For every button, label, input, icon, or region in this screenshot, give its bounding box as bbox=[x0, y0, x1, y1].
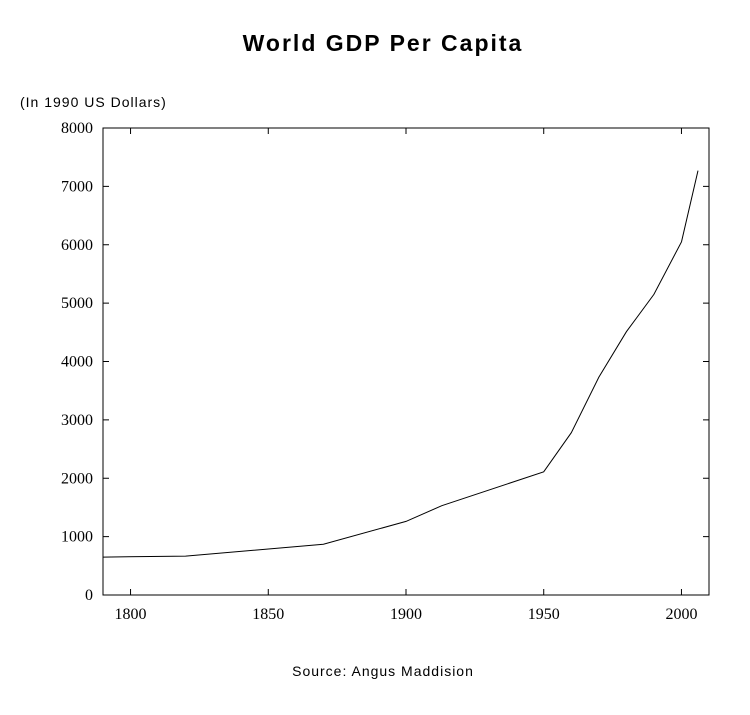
x-tick-label: 1800 bbox=[115, 606, 147, 623]
y-tick-label: 0 bbox=[85, 587, 93, 604]
y-tick-label: 7000 bbox=[61, 178, 93, 195]
chart-title: World GDP Per Capita bbox=[242, 30, 524, 56]
x-axis: 1800 1850 1900 1950 2000 bbox=[115, 128, 697, 623]
y-tick-label: 6000 bbox=[61, 237, 93, 254]
y-tick-label: 2000 bbox=[61, 470, 93, 487]
x-tick-label: 1850 bbox=[252, 606, 284, 623]
y-tick-label: 5000 bbox=[61, 295, 93, 312]
x-tick-label: 1900 bbox=[390, 606, 422, 623]
y-tick-label: 8000 bbox=[61, 120, 93, 137]
y-tick-label: 4000 bbox=[61, 354, 93, 371]
x-tick-label: 2000 bbox=[665, 606, 697, 623]
source-note: Source: Angus Maddision bbox=[292, 663, 474, 679]
y-axis: 0 1000 2000 3000 4000 5000 6000 7000 8000 bbox=[61, 120, 709, 604]
y-axis-unit-label: (In 1990 US Dollars) bbox=[20, 94, 167, 110]
y-tick-label: 1000 bbox=[61, 529, 93, 546]
y-tick-label: 3000 bbox=[61, 412, 93, 429]
plot-frame bbox=[102, 127, 710, 596]
x-tick-label: 1950 bbox=[528, 606, 560, 623]
gdp-line bbox=[102, 170, 699, 558]
